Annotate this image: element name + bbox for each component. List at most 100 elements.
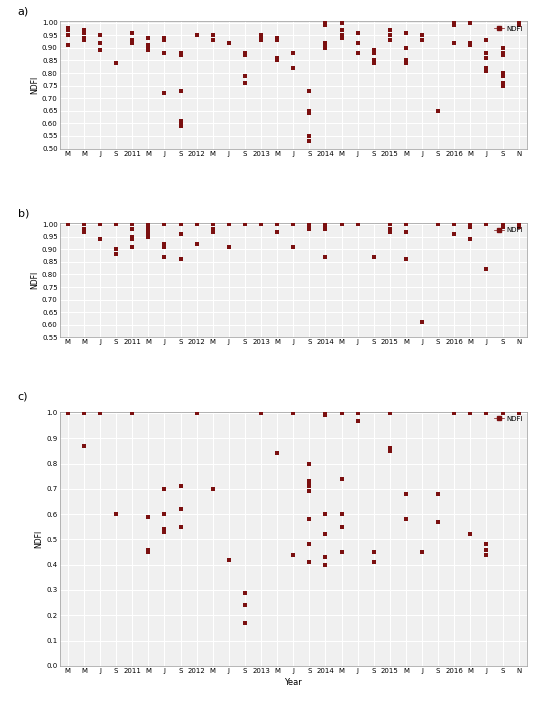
Point bbox=[466, 233, 475, 245]
Point bbox=[128, 407, 136, 419]
Point bbox=[144, 228, 153, 240]
Point bbox=[418, 34, 426, 46]
Point bbox=[305, 485, 314, 497]
Point bbox=[289, 241, 298, 253]
Point bbox=[224, 37, 233, 49]
Point bbox=[241, 77, 249, 89]
Point bbox=[257, 407, 266, 419]
Point bbox=[160, 251, 169, 263]
Point bbox=[160, 241, 169, 253]
Point bbox=[273, 448, 281, 459]
Point bbox=[418, 546, 426, 558]
Point bbox=[241, 49, 249, 61]
Point bbox=[498, 70, 507, 82]
Point bbox=[337, 473, 346, 485]
Point bbox=[418, 316, 426, 328]
Point bbox=[305, 478, 314, 490]
Point bbox=[321, 17, 330, 29]
Point bbox=[353, 218, 362, 230]
Point bbox=[209, 34, 217, 46]
Legend: NDFI: NDFI bbox=[493, 25, 523, 32]
Point bbox=[144, 231, 153, 243]
Point bbox=[402, 488, 411, 500]
Point bbox=[112, 248, 121, 260]
Point bbox=[353, 218, 362, 230]
Point bbox=[386, 407, 394, 419]
Point bbox=[257, 407, 266, 419]
Point bbox=[353, 407, 362, 419]
Point bbox=[305, 105, 314, 117]
Point bbox=[386, 445, 394, 457]
Point bbox=[514, 218, 523, 230]
Point bbox=[466, 407, 475, 419]
Point bbox=[96, 407, 104, 419]
Point bbox=[321, 407, 330, 419]
Point bbox=[64, 218, 72, 230]
Point bbox=[321, 37, 330, 49]
Point bbox=[305, 458, 314, 469]
Point bbox=[482, 407, 491, 419]
Point bbox=[289, 218, 298, 230]
Point bbox=[337, 218, 346, 230]
Point bbox=[321, 508, 330, 520]
Point bbox=[466, 218, 475, 230]
Point bbox=[160, 238, 169, 250]
Point bbox=[450, 228, 459, 240]
Point bbox=[64, 39, 72, 51]
Point bbox=[402, 54, 411, 66]
Y-axis label: NDFI: NDFI bbox=[30, 271, 39, 289]
Point bbox=[176, 218, 185, 230]
Point bbox=[144, 511, 153, 523]
Point bbox=[273, 54, 281, 66]
Point bbox=[402, 253, 411, 265]
Point bbox=[321, 19, 330, 31]
Point bbox=[482, 34, 491, 46]
Point bbox=[224, 241, 233, 253]
Point bbox=[160, 87, 169, 99]
Point bbox=[96, 44, 104, 56]
Point bbox=[482, 218, 491, 230]
Point bbox=[209, 226, 217, 238]
Point bbox=[321, 528, 330, 540]
Point bbox=[273, 226, 281, 238]
Point bbox=[176, 115, 185, 127]
Point bbox=[176, 228, 185, 240]
Point bbox=[241, 47, 249, 59]
Point bbox=[353, 47, 362, 59]
Point bbox=[482, 62, 491, 74]
Point bbox=[386, 29, 394, 41]
Point bbox=[257, 218, 266, 230]
Point bbox=[257, 29, 266, 41]
X-axis label: Year: Year bbox=[285, 678, 302, 687]
Point bbox=[112, 248, 121, 260]
Point bbox=[498, 407, 507, 419]
Point bbox=[209, 223, 217, 235]
Point bbox=[241, 70, 249, 82]
Point bbox=[321, 559, 330, 571]
Point bbox=[64, 407, 72, 419]
Point bbox=[321, 218, 330, 230]
Text: a): a) bbox=[18, 6, 29, 16]
Point bbox=[514, 17, 523, 29]
Point bbox=[289, 407, 298, 419]
Point bbox=[337, 546, 346, 558]
Point bbox=[160, 508, 169, 520]
Point bbox=[257, 32, 266, 44]
Y-axis label: NDFI: NDFI bbox=[35, 530, 43, 548]
Point bbox=[305, 538, 314, 550]
Point bbox=[369, 44, 378, 56]
Point bbox=[192, 407, 201, 419]
Point bbox=[386, 442, 394, 454]
Point bbox=[176, 120, 185, 132]
Point bbox=[386, 407, 394, 419]
Point bbox=[257, 407, 266, 419]
Point bbox=[321, 407, 330, 419]
Point bbox=[369, 546, 378, 558]
Point bbox=[482, 543, 491, 555]
Point bbox=[160, 218, 169, 230]
Point bbox=[128, 241, 136, 253]
Point bbox=[128, 407, 136, 419]
Point bbox=[514, 407, 523, 419]
Point bbox=[176, 253, 185, 265]
Point bbox=[128, 223, 136, 235]
